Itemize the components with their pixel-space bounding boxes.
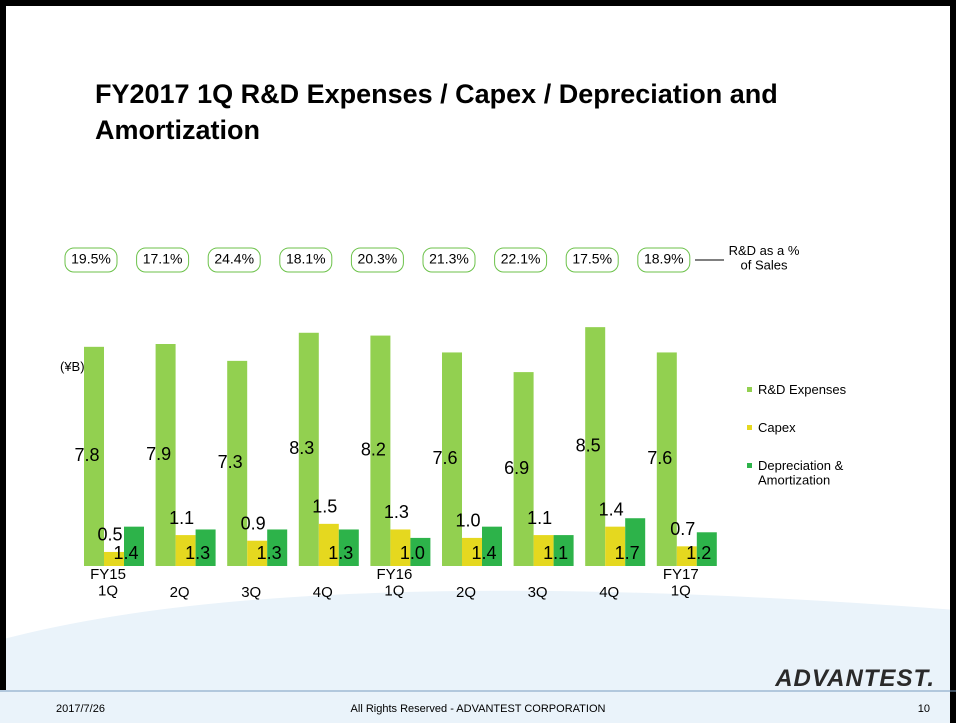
- bar: [175, 535, 196, 566]
- data-label: 1.1: [527, 508, 552, 528]
- data-label: 7.9: [146, 444, 171, 464]
- data-label: 1.7: [615, 543, 640, 563]
- data-label: 1.0: [400, 543, 425, 563]
- bar: [605, 526, 626, 566]
- bar: [442, 352, 462, 566]
- data-label: 1.2: [686, 543, 711, 563]
- ratio-box: [279, 247, 333, 273]
- data-label: 1.1: [169, 508, 194, 528]
- data-label: 1.4: [471, 543, 496, 563]
- ratio-label: 20.3%: [358, 251, 398, 267]
- x-tick-label: 4Q: [599, 584, 619, 601]
- x-tick-label: 3Q: [528, 584, 548, 601]
- ratio-label: 21.3%: [429, 251, 469, 267]
- ratio-label: 17.1%: [143, 251, 183, 267]
- ratio-label: 19.5%: [71, 251, 111, 267]
- background-swoosh: [0, 590, 956, 723]
- bar: [338, 529, 359, 566]
- bar: [410, 537, 431, 566]
- data-label: 0.5: [97, 525, 122, 545]
- data-label: 7.8: [74, 445, 99, 465]
- legend-label: R&D Expenses: [758, 382, 847, 397]
- data-label: 8.3: [289, 438, 314, 458]
- bar: [585, 327, 606, 566]
- bar: [298, 332, 319, 566]
- x-tick-label: 2Q: [170, 584, 190, 601]
- ratio-label: 17.5%: [572, 251, 612, 267]
- data-label: 1.0: [455, 511, 480, 531]
- bar: [227, 360, 248, 566]
- data-label: 7.6: [432, 448, 457, 468]
- footer-page: 10: [918, 703, 930, 715]
- bar: [247, 540, 268, 566]
- x-tick-label: FY16 1Q: [376, 566, 412, 600]
- ratio-series-label: R&D as a % of Sales: [729, 243, 800, 272]
- bar: [267, 529, 288, 566]
- data-label: 1.1: [543, 543, 568, 563]
- bar: [553, 535, 574, 566]
- logo: ADVANTEST.: [774, 665, 935, 692]
- bar: [482, 526, 502, 566]
- footer-date: 2017/7/26: [56, 703, 105, 715]
- data-label: 7.6: [647, 448, 672, 468]
- bar: [195, 529, 216, 566]
- ratio-box: [565, 247, 619, 273]
- bar: [318, 523, 339, 566]
- ratio-box: [64, 247, 118, 273]
- ratio-label: 18.9%: [644, 251, 684, 267]
- bar: [533, 535, 554, 566]
- bar: [104, 551, 124, 566]
- x-tick-label: FY15 1Q: [90, 566, 126, 600]
- ratio-box: [494, 247, 548, 273]
- bar: [370, 335, 391, 566]
- data-label: 1.4: [113, 543, 138, 563]
- bar: [390, 529, 411, 566]
- data-label: 1.3: [328, 543, 353, 563]
- ratio-box: [207, 247, 261, 273]
- unit-label: (¥B): [60, 359, 85, 374]
- x-tick-label: FY17 1Q: [663, 566, 699, 600]
- legend-label: Capex: [758, 420, 796, 435]
- bar: [625, 518, 646, 566]
- data-label: 7.3: [218, 452, 243, 472]
- bar: [676, 546, 697, 566]
- data-label: 6.9: [504, 458, 529, 478]
- legend-swatch: [747, 425, 752, 430]
- ratio-label: 22.1%: [501, 251, 541, 267]
- bar: [462, 537, 482, 566]
- x-tick-label: 3Q: [241, 584, 261, 601]
- bar: [513, 372, 534, 566]
- footer-copyright: All Rights Reserved - ADVANTEST CORPORAT…: [351, 703, 606, 715]
- slide-title: FY2017 1Q R&D Expenses / Capex / Depreci…: [95, 79, 778, 145]
- data-label: 8.5: [576, 435, 601, 455]
- legend-swatch: [747, 387, 752, 392]
- legend-swatch: [747, 463, 752, 468]
- bar: [84, 346, 104, 566]
- bar: [696, 532, 717, 566]
- data-label: 8.2: [361, 440, 386, 460]
- ratio-label: 18.1%: [286, 251, 326, 267]
- data-label: 1.3: [257, 543, 282, 563]
- bar: [124, 526, 144, 566]
- data-label: 1.3: [384, 502, 409, 522]
- x-tick-label: 2Q: [456, 584, 476, 601]
- data-label: 1.5: [312, 497, 337, 517]
- data-label: 0.9: [241, 513, 266, 533]
- ratio-box: [350, 247, 404, 273]
- data-label: 1.4: [599, 499, 624, 519]
- ratio-box: [136, 247, 190, 273]
- x-tick-label: 4Q: [313, 584, 333, 601]
- data-label: 0.7: [670, 519, 695, 539]
- ratio-box: [637, 247, 691, 273]
- ratio-box: [422, 247, 476, 273]
- bar: [155, 344, 176, 566]
- bar: [656, 352, 677, 566]
- data-label: 1.3: [185, 543, 210, 563]
- ratio-label: 24.4%: [214, 251, 254, 267]
- legend-label: Depreciation & Amortization: [758, 458, 844, 487]
